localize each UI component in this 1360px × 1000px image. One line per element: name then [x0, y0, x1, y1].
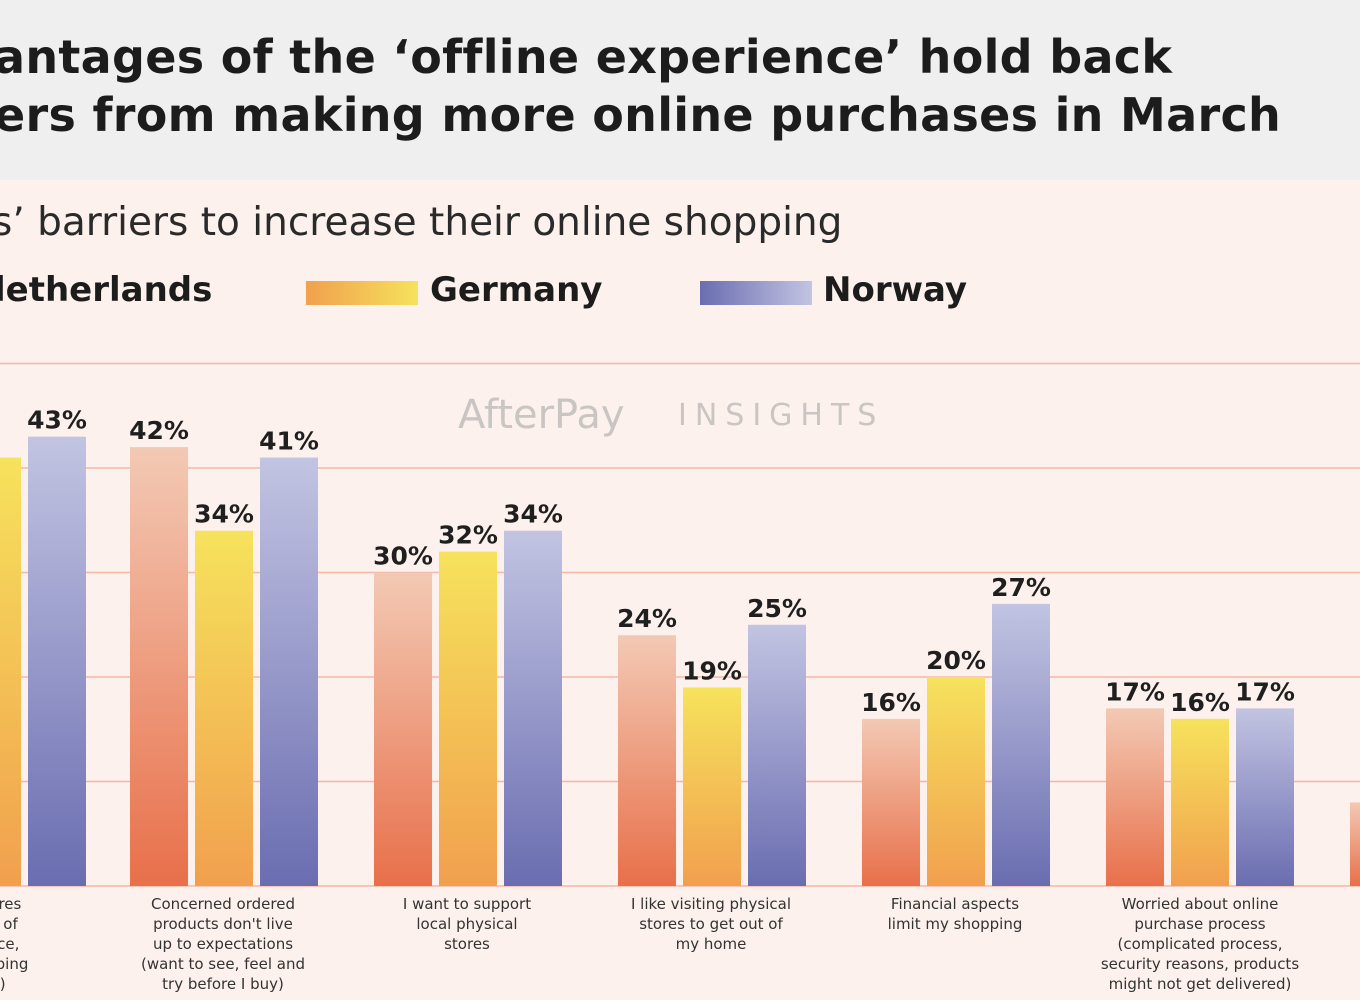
data-label-netherlands-1: 42% — [129, 416, 189, 445]
category-label-5: Worried about online purchase process (c… — [1100, 895, 1300, 993]
bar-germany-0 — [0, 457, 21, 886]
bar-germany-2 — [439, 551, 497, 886]
legend-swatch-norway — [700, 281, 812, 305]
bar-norway-2 — [504, 530, 562, 886]
bar-chart: AfterPay INSIGHTS 42%30%24%16% 17%34%32%1… — [0, 362, 1360, 887]
data-label-germany-4: 20% — [926, 646, 986, 675]
bar-norway-3 — [748, 624, 806, 886]
data-label-germany-3: 19% — [682, 656, 742, 685]
watermark-brand: AfterPay — [458, 392, 625, 438]
bar-netherlands-4 — [862, 718, 920, 886]
bar-netherlands-2 — [374, 572, 432, 886]
data-label-norway-4: 27% — [991, 573, 1051, 602]
data-label-norway-5: 17% — [1235, 677, 1295, 706]
data-label-netherlands-4: 16% — [861, 688, 921, 717]
data-labels: 42%30%24%16% 17%34%32%19% 20%16%43%41%34%2… — [27, 406, 1295, 717]
bar-norway-5 — [1236, 708, 1294, 886]
bar-netherlands-6-partial — [1350, 802, 1360, 886]
chart-title-line-1: antages of the ‘offline experience’ hold… — [0, 30, 1173, 84]
data-label-norway-0: 43% — [27, 406, 87, 435]
category-label-3: I like visiting physical stores to get o… — [630, 895, 792, 953]
title-banner: antages of the ‘offline experience’ hold… — [0, 0, 1360, 180]
legend-label-norway: Norway — [823, 270, 968, 310]
bar-norway-1 — [260, 457, 318, 886]
legend-label-netherlands: letherlands — [0, 270, 213, 310]
legend-swatch-germany — [306, 281, 418, 305]
bar-netherlands-1 — [130, 447, 188, 886]
bar-germany-3 — [683, 687, 741, 886]
category-label-4: Financial aspects limit my shopping — [887, 895, 1023, 933]
category-label-2: I want to support local physical stores — [402, 895, 532, 953]
bar-netherlands-3 — [618, 635, 676, 886]
data-label-netherlands-3: 24% — [617, 604, 677, 633]
data-label-germany-5: 16% — [1170, 688, 1230, 717]
data-label-norway-1: 41% — [259, 427, 319, 456]
chart-subtitle: s’ barriers to increase their online sho… — [0, 200, 843, 245]
chart-title-line-2: ers from making more online purchases in… — [0, 88, 1282, 142]
category-label-0: l stores nge of ervice, shopping ce) — [0, 895, 29, 993]
data-label-netherlands-2: 30% — [373, 542, 433, 571]
watermark: AfterPay INSIGHTS — [458, 392, 884, 438]
category-label-1: Concerned ordered products don't live up… — [141, 895, 305, 993]
legend-label-germany: Germany — [430, 270, 603, 310]
bar-norway-4 — [992, 603, 1050, 886]
data-label-norway-3: 25% — [747, 594, 807, 623]
data-label-netherlands-5: 17% — [1105, 677, 1165, 706]
bar-norway-0 — [28, 436, 86, 886]
data-label-germany-1: 34% — [194, 500, 254, 529]
watermark-insights: INSIGHTS — [678, 398, 884, 433]
bar-germany-1 — [195, 530, 253, 886]
data-label-germany-2: 32% — [438, 521, 498, 550]
bar-germany-4 — [927, 677, 985, 886]
bar-netherlands-5 — [1106, 708, 1164, 886]
bars — [0, 436, 1360, 886]
bar-germany-5 — [1171, 718, 1229, 886]
data-label-norway-2: 34% — [503, 500, 563, 529]
